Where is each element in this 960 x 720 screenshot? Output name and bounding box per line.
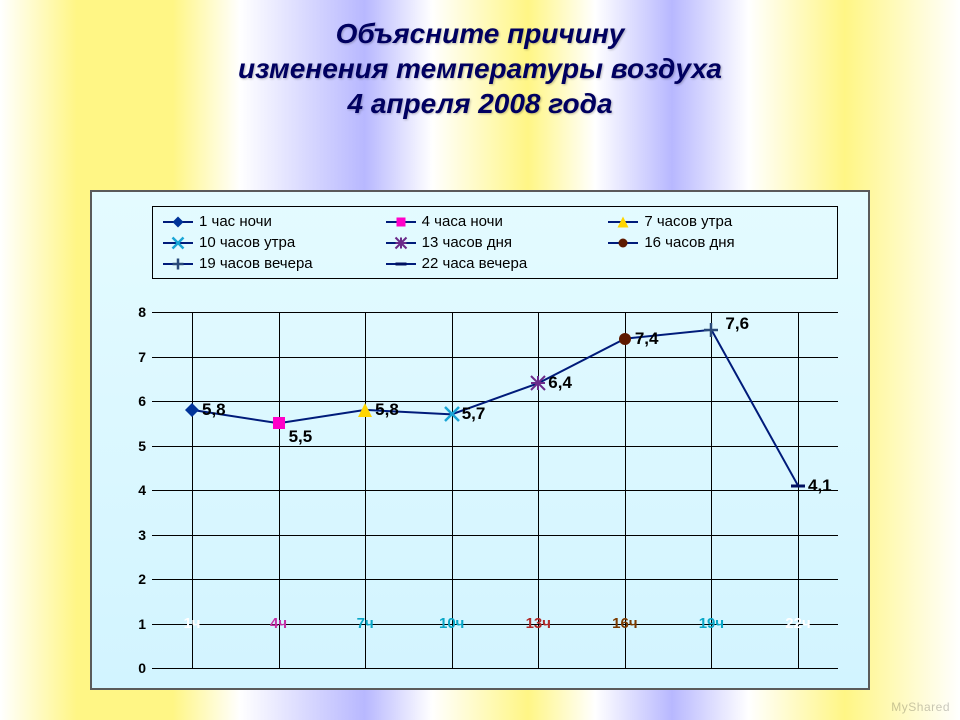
- value-label: 7,6: [725, 314, 749, 334]
- legend-label: 7 часов утра: [644, 213, 732, 230]
- legend-item: 22 часа вечера: [386, 255, 605, 272]
- square-icon: [272, 416, 286, 435]
- legend-item: 10 часов утра: [163, 234, 382, 251]
- ytick-label: 1: [122, 616, 146, 632]
- title-line3: 4 апреля 2008 года: [347, 88, 612, 119]
- plus-icon: [173, 256, 184, 273]
- circle-icon: [618, 332, 632, 351]
- legend-swatch: [608, 242, 638, 244]
- legend-swatch: [163, 221, 193, 223]
- ytick-label: 2: [122, 571, 146, 587]
- value-label: 7,4: [635, 329, 659, 349]
- gridline-horizontal: [152, 668, 838, 669]
- plot-area: 0123456781ч4ч7ч10ч13ч16ч19ч22ч5,85,55,8 …: [152, 312, 838, 668]
- series-line: [152, 312, 838, 668]
- dash-icon: [791, 479, 805, 498]
- legend-item: 16 часов дня: [608, 234, 827, 251]
- triangle-icon: [358, 403, 372, 422]
- diamond-icon: [185, 403, 199, 422]
- legend-swatch: [163, 263, 193, 265]
- asterisk-icon: [531, 376, 545, 395]
- legend-item: 1 час ночи: [163, 213, 382, 230]
- title-line2: изменения температуры воздуха: [238, 53, 722, 84]
- slide-root: Объясните причину изменения температуры …: [0, 0, 960, 720]
- legend-label: 1 час ночи: [199, 213, 272, 230]
- ytick-label: 7: [122, 349, 146, 365]
- legend-item: 4 часа ночи: [386, 213, 605, 230]
- legend-item: 7 часов утра: [608, 213, 827, 230]
- legend-label: 16 часов дня: [644, 234, 734, 251]
- ytick-label: 8: [122, 304, 146, 320]
- legend-label: 13 часов дня: [422, 234, 512, 251]
- chart-container: 1 час ночи 4 часа ночи 7 часов утра 10 час…: [90, 190, 870, 690]
- ytick-label: 3: [122, 527, 146, 543]
- value-label: 4,1: [808, 476, 832, 496]
- legend-swatch: [386, 242, 416, 244]
- triangle-icon: [618, 214, 629, 231]
- square-icon: [395, 214, 406, 231]
- value-label: 5,8: [375, 400, 399, 420]
- ytick-label: 6: [122, 393, 146, 409]
- legend-item: 19 часов вечера: [163, 255, 382, 272]
- legend-swatch: [608, 221, 638, 223]
- dash-icon: [395, 256, 406, 273]
- asterisk-icon: [395, 235, 406, 252]
- diamond-icon: [173, 214, 184, 231]
- slide-title: Объясните причину изменения температуры …: [0, 0, 960, 121]
- ytick-label: 0: [122, 660, 146, 676]
- ytick-label: 5: [122, 438, 146, 454]
- legend-item: 13 часов дня: [386, 234, 605, 251]
- value-label: 5,8: [202, 400, 226, 420]
- xcross-icon: [445, 407, 459, 426]
- title-line1: Объясните причину: [336, 18, 625, 49]
- value-label: 6,4: [548, 373, 572, 393]
- plus-icon: [704, 323, 718, 342]
- legend-label: 22 часа вечера: [422, 255, 528, 272]
- value-label: 5,7: [462, 404, 486, 424]
- legend-swatch: [386, 221, 416, 223]
- xcross-icon: [173, 235, 184, 252]
- legend-label: 19 часов вечера: [199, 255, 313, 272]
- value-label: 5,5: [289, 427, 313, 447]
- watermark: MyShared: [891, 700, 950, 714]
- legend-swatch: [386, 263, 416, 265]
- chart-legend: 1 час ночи 4 часа ночи 7 часов утра 10 час…: [152, 206, 838, 279]
- circle-icon: [618, 235, 629, 252]
- legend-label: 10 часов утра: [199, 234, 295, 251]
- legend-label: 4 часа ночи: [422, 213, 503, 230]
- ytick-label: 4: [122, 482, 146, 498]
- legend-swatch: [163, 242, 193, 244]
